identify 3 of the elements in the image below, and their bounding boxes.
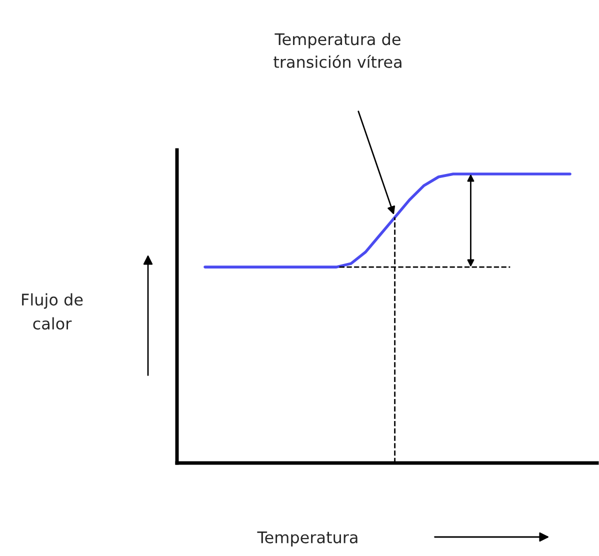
text: Flujo de calor — [22, 293, 83, 330]
text: Temperatura de transición vítrea — [274, 32, 402, 68]
x-axis-title: Temperatura — [257, 531, 358, 546]
